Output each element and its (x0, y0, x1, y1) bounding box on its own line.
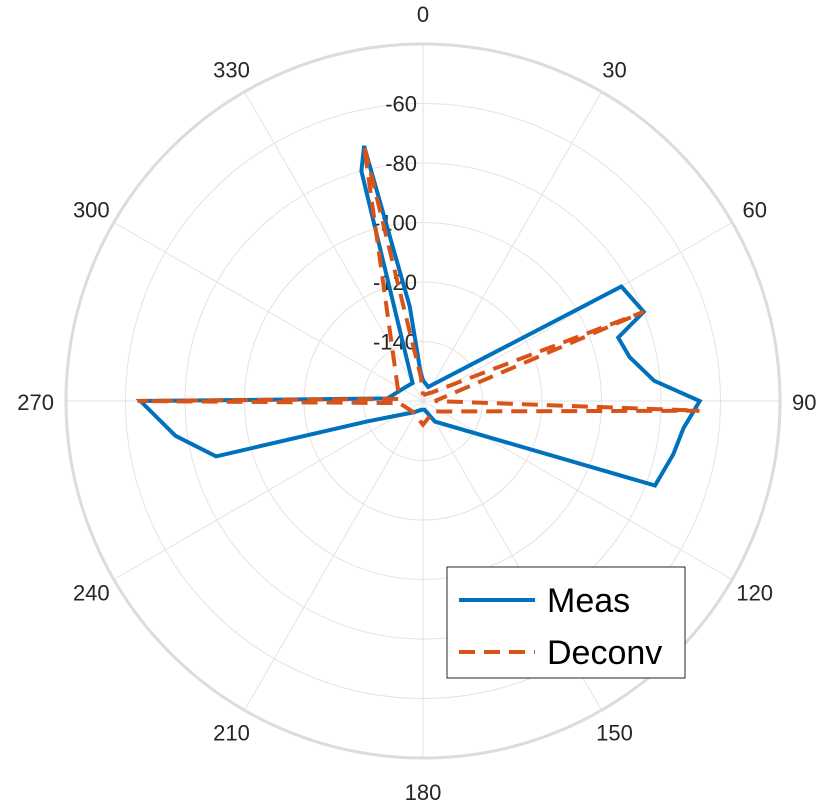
series-line-deconv (137, 145, 700, 429)
angle-tick-label: 0 (417, 2, 429, 27)
angle-tick-label: 330 (213, 57, 250, 82)
angle-tick-label: 210 (213, 721, 250, 746)
angle-tick-labels: 0 30 60 90 120 150 180 210 240 270 300 330 (17, 2, 816, 805)
grid-spoke (422, 222, 733, 402)
angle-tick-label: 60 (742, 198, 766, 223)
legend-label-meas: Meas (547, 582, 630, 620)
radial-tick-label: -100 (373, 211, 417, 236)
angle-tick-label: 240 (73, 581, 110, 606)
grid-spoke (244, 400, 424, 711)
grid-spoke (422, 400, 733, 580)
angle-tick-label: 180 (405, 780, 442, 805)
legend: Meas Deconv (446, 566, 686, 679)
angle-tick-label: 270 (17, 390, 54, 415)
angle-tick-label: 30 (602, 57, 626, 82)
legend-label-deconv: Deconv (547, 634, 662, 672)
radial-tick-label: -60 (385, 92, 417, 117)
radial-tick-label: -80 (385, 151, 417, 176)
grid-spoke (244, 91, 424, 402)
outer-ring (64, 42, 782, 760)
angle-tick-label: 90 (792, 390, 816, 415)
grid-spoke (113, 222, 424, 402)
radial-tick-labels: -140-120-100-80-60 (373, 92, 417, 355)
data-series (135, 145, 703, 488)
series-line-meas (135, 145, 703, 488)
grid-spoke (113, 400, 424, 580)
grid-spoke (422, 91, 602, 402)
angle-tick-label: 300 (73, 198, 110, 223)
angle-tick-label: 120 (736, 581, 773, 606)
legend-box (446, 566, 686, 679)
angle-tick-label: 150 (596, 721, 633, 746)
